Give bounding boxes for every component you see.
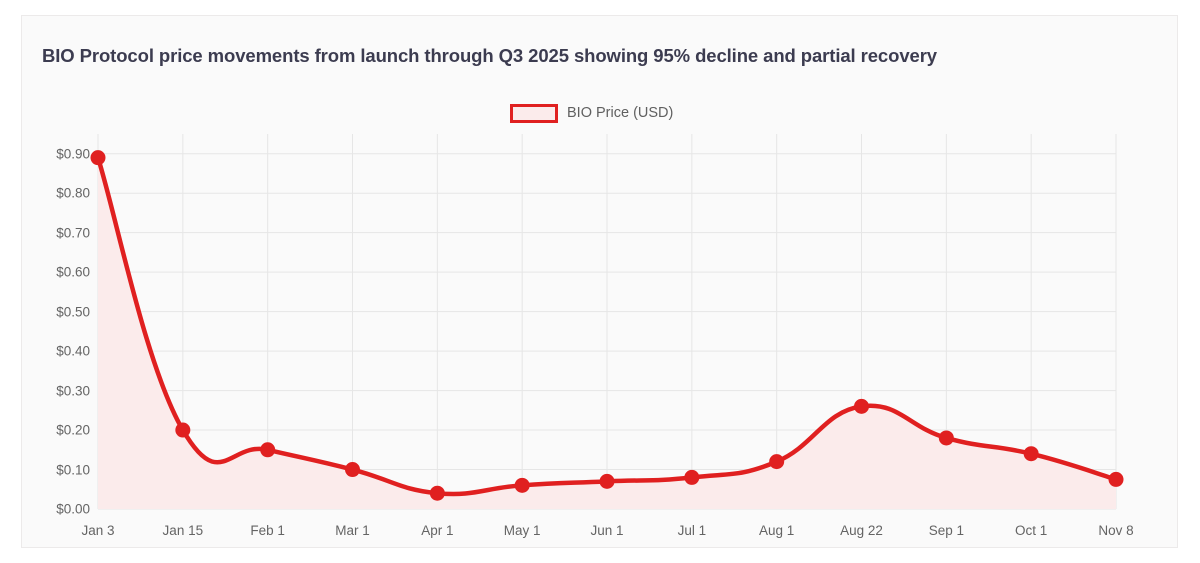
x-axis-tick-label: Sep 1 (928, 523, 964, 538)
data-point-marker[interactable] (938, 430, 954, 446)
series-markers (90, 150, 1124, 501)
x-axis-tick-label: Jul 1 (677, 523, 707, 538)
y-axis-tick-label: $0.00 (56, 501, 90, 517)
y-axis-tick-label: $0.50 (56, 304, 90, 320)
data-point-marker[interactable] (260, 442, 276, 458)
data-point-marker[interactable] (599, 473, 615, 489)
legend-item-bio-price[interactable]: BIO Price (USD) (510, 103, 674, 123)
data-point-marker[interactable] (345, 462, 360, 478)
y-axis-tick-label: $0.60 (56, 264, 90, 280)
x-axis-tick-label: Jun 1 (590, 523, 624, 538)
data-point-marker[interactable] (175, 422, 191, 438)
x-axis-tick-label: Aug 22 (840, 523, 883, 538)
x-axis-tick-label: Nov 8 (1098, 523, 1134, 538)
chart-card: BIO Protocol price movements from launch… (21, 15, 1178, 548)
y-axis-tick-label: $0.30 (56, 383, 90, 399)
x-axis-tick-label: Oct 1 (1015, 523, 1048, 538)
data-point-marker[interactable] (90, 150, 106, 166)
x-axis-tick-label: May 1 (503, 523, 541, 538)
data-point-marker[interactable] (1108, 471, 1124, 487)
data-point-marker[interactable] (684, 469, 700, 485)
y-axis-tick-label: $0.20 (56, 422, 90, 438)
chart-legend: BIO Price (USD) (510, 100, 673, 126)
x-axis-tick-label: Mar 1 (335, 523, 370, 538)
series-line (95, 155, 1119, 497)
legend-swatch-icon (510, 103, 558, 123)
x-axis-tick-label: Aug 1 (759, 523, 795, 538)
data-point-marker[interactable] (769, 454, 785, 470)
y-axis-tick-label: $0.10 (56, 462, 90, 478)
x-axis-tick-label: Apr 1 (421, 523, 454, 538)
chart-title: BIO Protocol price movements from launch… (42, 45, 937, 66)
x-axis-tick-label: Feb 1 (250, 523, 285, 538)
legend-label: BIO Price (USD) (567, 105, 674, 121)
data-point-marker[interactable] (1023, 446, 1039, 462)
gridlines (97, 134, 1117, 510)
x-axis-tick-label: Jan 15 (162, 523, 204, 538)
line-chart-svg (90, 134, 1124, 510)
plot-area: $0.00 $0.10 $0.20 $0.30 $0.40 $0.50 $0.60 $0.70… (22, 16, 1179, 549)
series-area-fill (98, 157, 1116, 509)
data-point-marker[interactable] (854, 398, 869, 414)
x-axis-tick-label: Jan 3 (81, 523, 115, 538)
y-axis-tick-label: $0.40 (56, 343, 90, 359)
y-axis-tick-label: $0.80 (56, 185, 90, 201)
data-point-marker[interactable] (514, 477, 530, 493)
y-axis-tick-label: $0.90 (56, 146, 90, 162)
y-axis-tick-label: $0.70 (56, 225, 90, 241)
data-point-marker[interactable] (429, 485, 445, 501)
